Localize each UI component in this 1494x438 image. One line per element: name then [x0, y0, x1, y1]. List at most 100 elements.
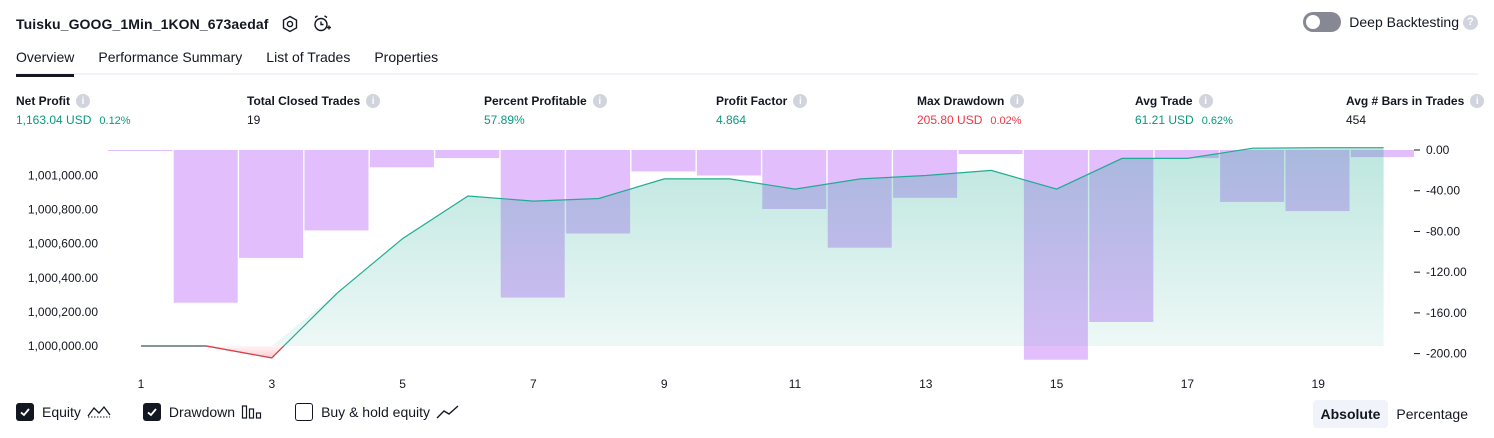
deep-backtesting-label: Deep Backtesting — [1349, 14, 1459, 30]
deep-backtesting: Deep Backtesting ? — [1303, 12, 1478, 32]
info-icon[interactable]: i — [366, 94, 381, 108]
metric-label: Avg Trade — [1135, 94, 1193, 108]
metric-label: Net Profit — [16, 94, 70, 108]
x-tick-label: 9 — [661, 377, 668, 391]
report-tabs: Overview Performance Summary List of Tra… — [16, 47, 1478, 77]
info-icon[interactable]: i — [1010, 94, 1025, 108]
legend-equity-label: Equity — [42, 404, 81, 420]
metric-percent: 0.12% — [99, 115, 131, 127]
left-tick-label: 1,000,200.00 — [28, 305, 98, 319]
legend-buy-hold-label: Buy & hold equity — [321, 404, 431, 420]
equity-checkbox[interactable] — [16, 403, 34, 421]
metric-percent: 0.02% — [990, 115, 1022, 127]
absolute-button[interactable]: Absolute — [1312, 400, 1389, 428]
metric-value: 4.864 — [716, 113, 747, 127]
strategy-title: Tuisku_GOOG_1Min_1KON_673aedaf — [16, 16, 269, 32]
drawdown-bars-icon — [241, 404, 263, 420]
equity-line-icon — [87, 404, 111, 420]
x-tick-label: 19 — [1312, 377, 1326, 391]
metric-value: 61.21 USD — [1135, 113, 1194, 127]
left-tick-label: 1,000,400.00 — [28, 271, 98, 285]
metric-value: 454 — [1346, 113, 1367, 127]
metric-percent: 0.62% — [1201, 115, 1233, 127]
metric-max-drawdown: Max Drawdown i 205.80 USD 0.02% — [917, 94, 1025, 127]
left-tick-label: 1,000,000.00 — [28, 339, 98, 353]
left-tick-label: 1,001,000.00 — [28, 169, 98, 183]
metric-value: 19 — [247, 113, 261, 127]
drawdown-bar — [435, 150, 500, 159]
add-alert-icon[interactable] — [311, 13, 333, 35]
buy-hold-checkbox[interactable] — [295, 403, 314, 421]
equity-drawdown-chart: 1,001,000.00 1,000,800.00 1,000,600.00 1,00… — [28, 143, 1467, 391]
metric-value: 57.89% — [484, 113, 525, 127]
metric-label: Total Closed Trades — [247, 94, 361, 108]
legend-equity[interactable]: Equity — [16, 403, 111, 421]
help-icon[interactable]: ? — [1463, 14, 1478, 30]
right-tick-label: 0.00 — [1426, 143, 1450, 157]
metric-percent-profitable: Percent Profitable i 57.89% — [484, 94, 607, 127]
x-tick-label: 1 — [138, 377, 145, 391]
drawdown-bar — [173, 150, 238, 303]
x-tick-label: 15 — [1050, 377, 1064, 391]
drawdown-checkbox[interactable] — [142, 403, 161, 421]
x-tick-label: 5 — [399, 377, 406, 391]
metric-profit-factor: Profit Factor i 4.864 — [716, 94, 808, 127]
drawdown-bar — [304, 150, 369, 231]
drawdown-bar — [369, 150, 434, 168]
metric-label: Percent Profitable — [484, 94, 587, 108]
metric-value: 1,163.04 USD — [16, 113, 92, 127]
right-tick-label: -120.00 — [1426, 265, 1467, 279]
right-tick-label: -160.00 — [1426, 306, 1467, 320]
right-tick-label: -200.00 — [1426, 347, 1467, 361]
right-tick-label: -80.00 — [1426, 224, 1460, 238]
right-tick-label: -40.00 — [1426, 184, 1460, 198]
legend-drawdown[interactable]: Drawdown — [142, 403, 263, 421]
info-icon[interactable]: i — [76, 94, 90, 108]
drawdown-bar — [1154, 150, 1219, 159]
x-axis: 1 3 5 7 9 11 13 15 17 19 — [138, 377, 1326, 391]
metric-avg-trade: Avg Trade i 61.21 USD 0.62% — [1135, 94, 1233, 127]
x-tick-label: 7 — [530, 377, 537, 391]
info-icon[interactable]: i — [592, 94, 607, 108]
legend-buy-hold[interactable]: Buy & hold equity — [295, 403, 460, 421]
percentage-button[interactable]: Percentage — [1396, 406, 1468, 422]
metric-value: 205.80 USD — [917, 113, 983, 127]
metric-label: Max Drawdown — [917, 94, 1005, 108]
left-axis: 1,001,000.00 1,000,800.00 1,000,600.00 1,00… — [28, 169, 98, 354]
chart-legend: Equity Drawdown Buy & hold equity — [16, 403, 492, 421]
drawdown-bar — [696, 150, 761, 176]
value-mode-switch: Absolute Percentage — [1312, 400, 1477, 428]
tab-performance-summary[interactable]: Performance Summary — [98, 49, 243, 65]
equity-line — [141, 147, 1384, 359]
deep-backtesting-toggle[interactable] — [1303, 12, 1342, 32]
tab-properties[interactable]: Properties — [374, 49, 439, 65]
buy-hold-line-icon — [436, 404, 460, 420]
info-icon[interactable]: i — [793, 94, 808, 108]
drawdown-bar — [958, 150, 1023, 155]
metric-net-profit: Net Profit i 1,163.04 USD 0.12% — [16, 94, 131, 127]
metric-label: Profit Factor — [716, 94, 788, 108]
strategy-header: Tuisku_GOOG_1Min_1KON_673aedaf — [16, 12, 333, 36]
x-tick-label: 17 — [1181, 377, 1195, 391]
tab-list-of-trades[interactable]: List of Trades — [266, 49, 351, 65]
drawdown-bar — [631, 150, 696, 172]
metric-total-closed-trades: Total Closed Trades i 19 — [247, 94, 381, 127]
drawdown-bar — [239, 150, 304, 258]
x-tick-label: 13 — [919, 377, 933, 391]
tab-overview[interactable]: Overview — [16, 47, 75, 77]
equity-line-negative — [206, 345, 285, 359]
metric-avg-bars-in-trades: Avg # Bars in Trades i 454 — [1346, 94, 1485, 127]
info-icon[interactable]: i — [1198, 94, 1213, 108]
info-icon[interactable]: i — [1470, 94, 1485, 108]
settings-icon[interactable] — [279, 13, 301, 35]
metric-label: Avg # Bars in Trades — [1346, 94, 1465, 108]
left-tick-label: 1,000,800.00 — [28, 203, 98, 217]
legend-drawdown-label: Drawdown — [168, 404, 236, 420]
drawdown-bar — [108, 150, 173, 151]
x-tick-label: 3 — [268, 377, 275, 391]
equity-fill — [141, 147, 1384, 346]
left-tick-label: 1,000,600.00 — [28, 237, 98, 251]
equity-area — [141, 147, 1384, 359]
right-axis: 0.00 -40.00 -80.00 -120.00 -160.00 -200.00 — [1414, 143, 1467, 361]
x-tick-label: 11 — [789, 377, 802, 391]
